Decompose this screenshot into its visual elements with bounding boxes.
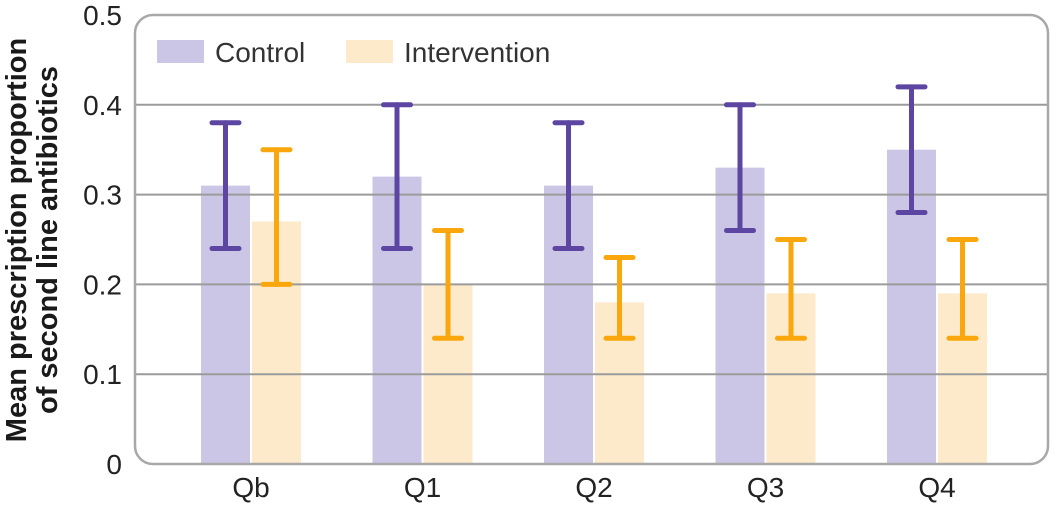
x-tick-label-q1: Q1 [404, 472, 441, 503]
y-tick-label-0.1: 0.1 [83, 359, 122, 390]
x-tick-label-q2: Q2 [575, 472, 612, 503]
error-bar-intervention-q1 [432, 228, 464, 341]
x-tick-label-q3: Q3 [747, 472, 784, 503]
error-bar-intervention-q4 [946, 237, 979, 341]
y-tick-label-0.2: 0.2 [83, 269, 122, 300]
x-tick-label-q4: Q4 [918, 472, 955, 503]
legend-label-control: Control [215, 37, 305, 68]
y-axis-title: Mean prescription proportionof second li… [1, 38, 64, 442]
y-tick-label-0.3: 0.3 [83, 180, 122, 211]
legend-label-intervention: Intervention [404, 37, 550, 68]
x-tick-label-qb: Qb [232, 472, 269, 503]
error-bar-intervention-q3 [775, 237, 807, 341]
error-bar-control-q3 [724, 102, 756, 234]
error-bar-intervention-qb [260, 147, 293, 287]
error-bar-intervention-q2 [603, 254, 636, 341]
y-tick-label-0: 0 [106, 449, 122, 480]
legend-swatch-intervention [346, 40, 393, 63]
error-bar-control-q2 [552, 120, 585, 251]
error-bar-control-q4 [895, 84, 928, 216]
y-axis-title-line-1: Mean prescription proportion [1, 38, 33, 442]
y-tick-label-0.4: 0.4 [83, 90, 122, 121]
y-axis-title-line-2: of second line antibiotics [32, 66, 64, 414]
error-bar-control-qb [209, 120, 242, 251]
y-tick-label-0.5: 0.5 [83, 0, 122, 31]
error-bar-control-q1 [381, 102, 413, 251]
legend-swatch-control [157, 40, 204, 63]
plot-frame [133, 13, 1050, 466]
